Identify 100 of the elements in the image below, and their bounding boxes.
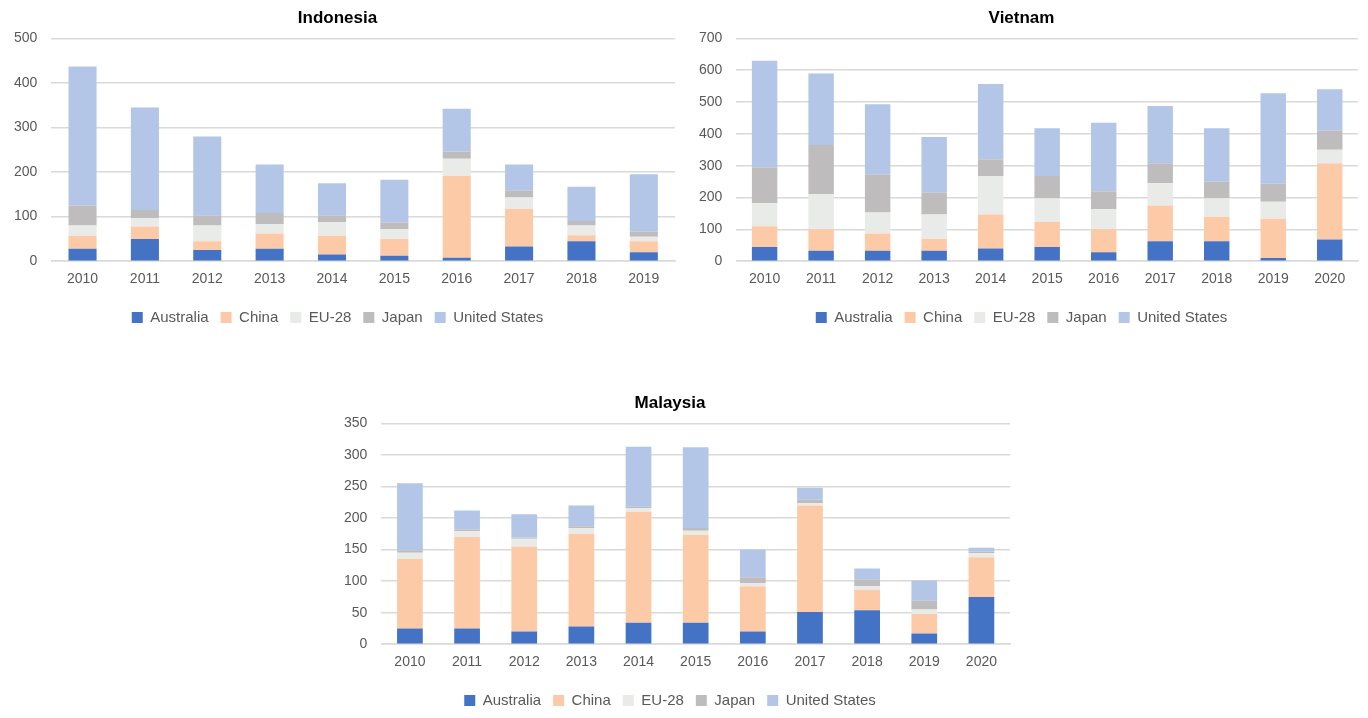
bar xyxy=(921,250,947,261)
bar xyxy=(739,577,766,584)
bar xyxy=(808,194,834,230)
bar xyxy=(255,164,284,214)
bar xyxy=(1034,175,1060,199)
bar xyxy=(739,583,766,587)
bar xyxy=(454,510,480,530)
legend-label: Australia xyxy=(834,307,894,325)
legend-label: China xyxy=(239,307,279,325)
bar xyxy=(751,60,778,168)
x-tick-label: 2010 xyxy=(66,270,99,287)
x-tick-label: 2020 xyxy=(1314,270,1346,287)
bar xyxy=(68,248,97,261)
x-tick-label: 2011 xyxy=(806,270,837,287)
bar xyxy=(1147,241,1173,261)
legend-label: United States xyxy=(1137,307,1228,325)
y-tick-label: 200 xyxy=(14,162,38,179)
bar xyxy=(568,528,595,534)
y-tick-label: 200 xyxy=(699,188,723,205)
legend-label: Japan xyxy=(714,690,756,708)
bar xyxy=(397,559,423,629)
bar xyxy=(977,83,1004,160)
bar xyxy=(1317,89,1343,131)
y-tick-label: 500 xyxy=(699,92,723,109)
bar xyxy=(1260,183,1286,202)
x-tick-label: 2017 xyxy=(1144,270,1176,287)
bar xyxy=(864,233,891,251)
bar xyxy=(1034,128,1060,176)
y-tick-label: 350 xyxy=(344,414,368,431)
bar xyxy=(568,626,595,644)
bar xyxy=(808,145,834,195)
legend-label: China xyxy=(923,307,963,325)
y-tick-label: 200 xyxy=(344,508,368,525)
bar xyxy=(854,610,880,644)
bar xyxy=(682,528,709,531)
bar xyxy=(130,217,159,227)
bar xyxy=(511,514,538,538)
legend-label: United States xyxy=(785,690,876,708)
bar xyxy=(1317,149,1343,164)
bar xyxy=(1147,205,1173,242)
bar xyxy=(1090,229,1117,253)
bar xyxy=(797,505,823,613)
bar xyxy=(567,221,596,226)
bar xyxy=(505,246,534,261)
bar xyxy=(567,186,596,222)
x-tick-label: 2012 xyxy=(862,270,894,287)
bar xyxy=(751,246,778,261)
bar xyxy=(193,225,222,242)
bar xyxy=(864,174,891,213)
bar xyxy=(193,241,222,251)
bar xyxy=(380,238,409,256)
bar xyxy=(567,241,596,261)
chart-title: Vietnam xyxy=(988,7,1055,27)
y-tick-label: 700 xyxy=(699,29,723,46)
legend-label: EU-28 xyxy=(308,307,352,325)
bar xyxy=(682,622,709,644)
bar xyxy=(255,233,284,249)
x-tick-label: 2012 xyxy=(508,653,541,670)
y-tick-label: 400 xyxy=(14,73,38,90)
x-tick-label: 2011 xyxy=(452,653,483,670)
bar xyxy=(629,236,658,242)
y-tick-label: 150 xyxy=(344,540,368,557)
x-tick-label: 2020 xyxy=(965,653,998,670)
bar xyxy=(921,137,947,193)
y-tick-label: 600 xyxy=(699,61,723,78)
y-tick-label: 250 xyxy=(344,477,368,494)
bar xyxy=(977,248,1004,261)
bar xyxy=(454,531,480,537)
bar xyxy=(397,628,423,644)
bar xyxy=(864,104,891,175)
bar xyxy=(505,209,534,247)
bar xyxy=(568,533,595,627)
bar xyxy=(1204,181,1230,199)
bar xyxy=(1090,122,1117,192)
bar xyxy=(1090,191,1117,210)
legend-label: United States xyxy=(453,307,544,325)
bar xyxy=(629,174,658,232)
legend-label: EU-28 xyxy=(641,690,684,708)
y-tick-label: 0 xyxy=(714,252,723,269)
bar xyxy=(739,586,766,632)
bar xyxy=(1090,252,1117,261)
bar xyxy=(1204,216,1230,242)
bar xyxy=(380,179,409,223)
bar xyxy=(854,579,880,587)
bar xyxy=(380,229,409,239)
bar xyxy=(854,586,880,590)
bar xyxy=(68,235,97,249)
bar xyxy=(317,221,347,236)
bar xyxy=(442,158,471,176)
bar xyxy=(130,209,159,218)
bar xyxy=(193,215,222,226)
y-tick-label: 300 xyxy=(344,445,368,462)
bar xyxy=(911,580,938,601)
bar xyxy=(854,568,880,580)
bar xyxy=(911,633,938,644)
bar xyxy=(68,205,97,226)
y-tick-label: 300 xyxy=(14,118,38,135)
bar xyxy=(1317,130,1343,150)
bar xyxy=(1147,163,1173,184)
bar xyxy=(442,175,471,258)
